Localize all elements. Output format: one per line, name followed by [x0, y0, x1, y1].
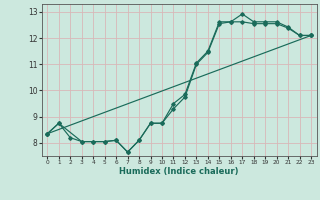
- X-axis label: Humidex (Indice chaleur): Humidex (Indice chaleur): [119, 167, 239, 176]
